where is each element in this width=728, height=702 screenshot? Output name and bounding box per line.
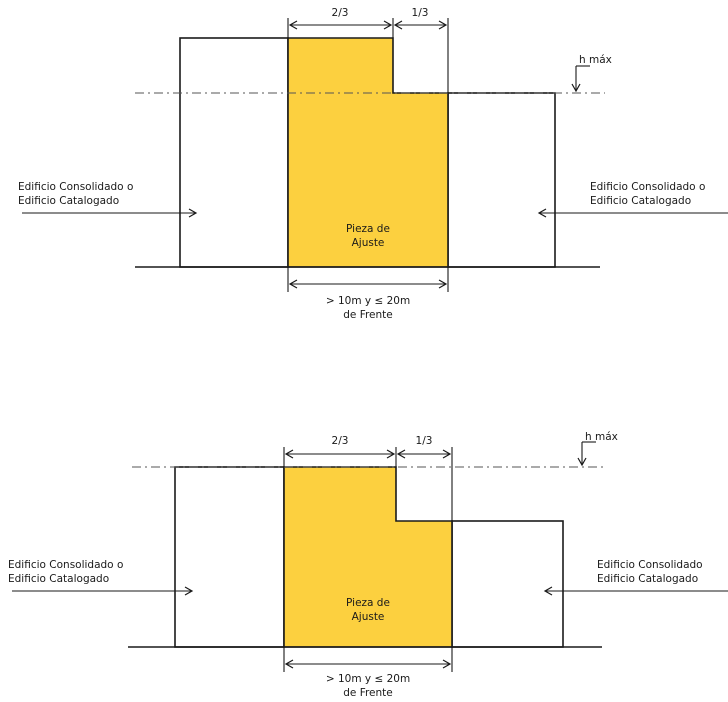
right-building-label-line2: Edificio Catalogado [590,195,691,207]
piece-label-line2: Ajuste [352,611,385,623]
fraction-one-third: 1/3 [412,7,429,19]
piece-label-line1: Pieza de [346,223,390,235]
right-building [447,92,556,268]
diagram-bottom: 2/3 1/3 h máx Edificio Consolidado o Edi… [8,431,728,699]
height-label: h máx [579,54,612,66]
left-building [179,37,289,268]
right-building [451,520,564,648]
fraction-two-thirds: 2/3 [332,7,349,19]
right-building-label-line1: Edificio Consolidado o [590,181,705,193]
fraction-one-third: 1/3 [416,435,433,447]
left-building-label-line1: Edificio Consolidado o [8,559,123,571]
piece-label-line1: Pieza de [346,597,390,609]
fraction-two-thirds: 2/3 [332,435,349,447]
left-building [174,466,285,648]
right-building-label-line2: Edificio Catalogado [597,573,698,585]
piece-label-line2: Ajuste [352,237,385,249]
frontage-label-line1: > 10m y ≤ 20m [326,295,410,307]
left-building-label-line2: Edificio Catalogado [18,195,119,207]
frontage-label-line2: de Frente [343,309,393,321]
frontage-label-line2: de Frente [343,687,393,699]
frontage-label-line1: > 10m y ≤ 20m [326,673,410,685]
right-building-label-line1: Edificio Consolidado [597,559,703,571]
height-label: h máx [585,431,618,443]
left-building-label-line1: Edificio Consolidado o [18,181,133,193]
diagram-top: 2/3 1/3 h máx Edificio Consolidado o Edi… [18,7,728,321]
left-building-label-line2: Edificio Catalogado [8,573,109,585]
